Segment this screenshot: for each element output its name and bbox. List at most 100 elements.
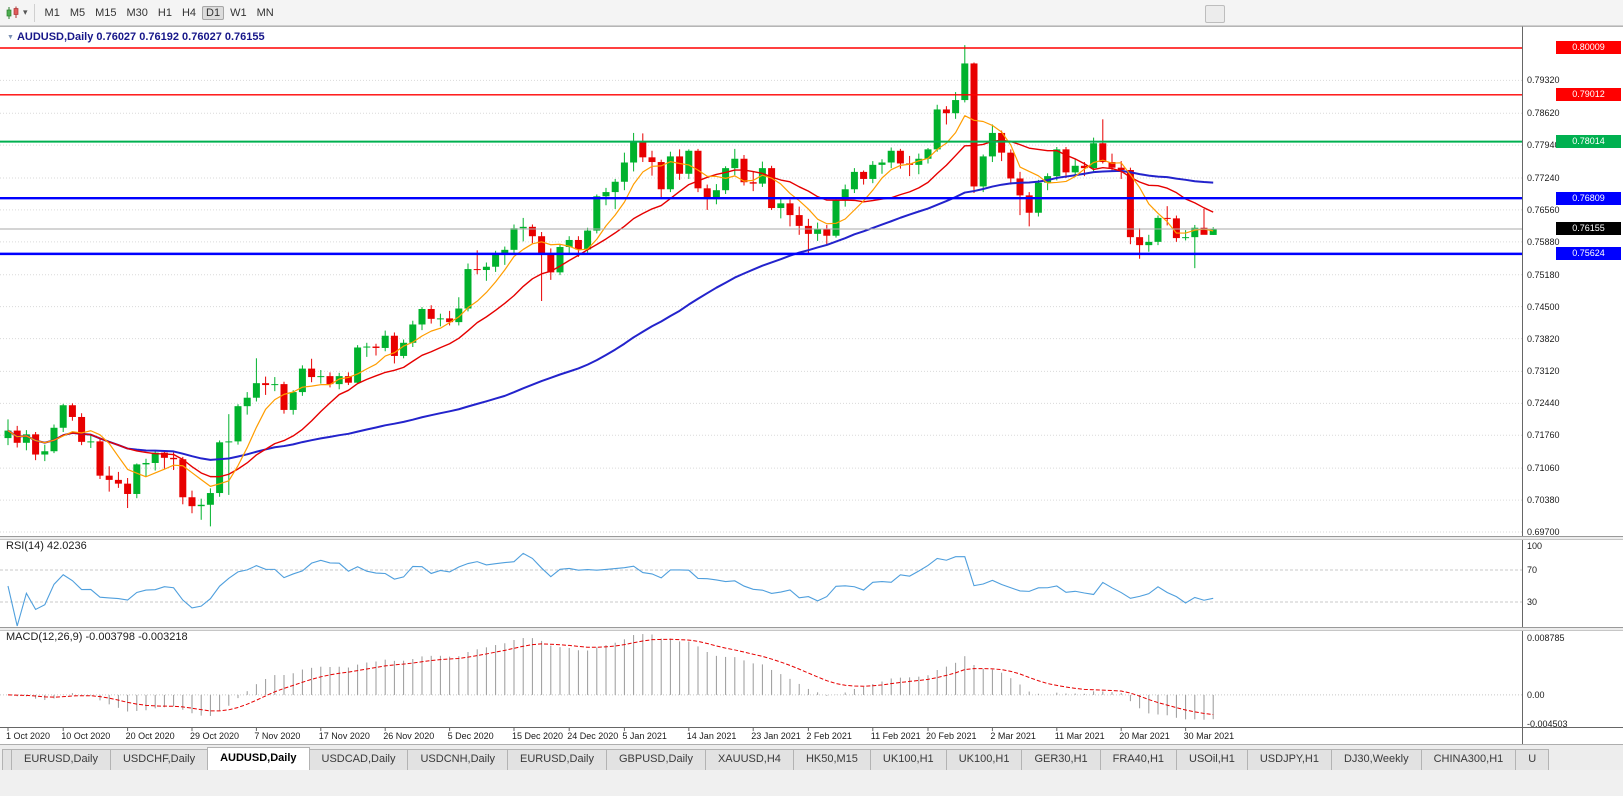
chart-tab-fra40-h1[interactable]: FRA40,H1 — [1099, 749, 1178, 770]
current-price-tag: 0.76155 — [1556, 222, 1621, 236]
candle-body — [68, 405, 76, 417]
hline-price-tag[interactable]: 0.75624 — [1556, 247, 1621, 261]
timeframe-button-m5[interactable]: M5 — [69, 6, 86, 19]
timeframe-button-d1[interactable]: D1 — [202, 5, 225, 20]
date-label: 23 Jan 2021 — [751, 731, 801, 741]
chart-tab-usdcad-daily[interactable]: USDCAD,Daily — [308, 749, 409, 770]
candle-body — [1016, 178, 1024, 196]
candle-body — [988, 132, 996, 157]
timeframe-button-w1[interactable]: W1 — [230, 6, 247, 19]
chart-tab-usoil-h1[interactable]: USOil,H1 — [1176, 749, 1248, 770]
timeframe-button-m15[interactable]: M15 — [95, 6, 117, 19]
candle-body — [1154, 217, 1162, 242]
candle-body — [427, 308, 435, 319]
candle-body — [32, 434, 40, 455]
candle-body — [722, 168, 730, 191]
timeframe-button-h1[interactable]: H1 — [157, 6, 172, 19]
candle-body — [510, 228, 518, 250]
candle-body — [998, 132, 1006, 153]
chart-tab-eurusd-daily[interactable]: EURUSD,Daily — [507, 749, 607, 770]
price-tick-label: 0.72440 — [1527, 398, 1560, 409]
price-tick-label: 0.74500 — [1527, 301, 1560, 312]
chart-type-icon[interactable] — [5, 6, 21, 20]
rsi-line — [7, 552, 1214, 627]
date-label: 14 Jan 2021 — [686, 731, 737, 741]
candle-body — [804, 225, 812, 234]
hline-price-tag[interactable]: 0.78014 — [1556, 135, 1621, 149]
candles-layer — [4, 45, 1217, 527]
one-click-trading-toggle-icon[interactable]: ▼ — [7, 34, 14, 41]
rsi-indicator-name: RSI(14) — [6, 540, 44, 552]
hline-price-tag[interactable]: 0.76809 — [1556, 191, 1621, 205]
candle-body — [758, 168, 766, 184]
timeframe-button-m1[interactable]: M1 — [44, 6, 60, 19]
candle-body — [381, 335, 389, 348]
candle-body — [528, 226, 536, 237]
chart-tab-hk50-m15[interactable]: HK50,M15 — [792, 749, 871, 770]
candle-body — [841, 189, 849, 201]
timeframe-button-mn[interactable]: MN — [256, 6, 274, 19]
candle-body — [317, 376, 325, 378]
chart-tab-eurusd-daily[interactable]: EURUSD,Daily — [11, 749, 111, 770]
timeframe-button-m30[interactable]: M30 — [126, 6, 148, 19]
panel-splitter-rsi[interactable] — [0, 536, 1623, 540]
rsi-label: RSI(14) 42.0236 — [6, 540, 87, 552]
candle-body — [593, 196, 601, 231]
date-label: 17 Nov 2020 — [318, 731, 370, 741]
date-label: 11 Feb 2021 — [870, 731, 921, 741]
candle-body — [1163, 217, 1171, 219]
hline-price-tag[interactable]: 0.79012 — [1556, 88, 1621, 102]
chart-tab-china300-h1[interactable]: CHINA300,H1 — [1420, 749, 1517, 770]
candle-body — [860, 171, 868, 179]
candle-body — [565, 239, 573, 248]
chart-tab-gbpusd-daily[interactable]: GBPUSD,Daily — [606, 749, 706, 770]
chart-tab-usdjpy-h1[interactable]: USDJPY,H1 — [1246, 749, 1332, 770]
chart-tab-usdchf-daily[interactable]: USDCHF,Daily — [109, 749, 209, 770]
candle-body — [234, 406, 242, 442]
candle-body — [1099, 143, 1107, 163]
candle-body — [795, 215, 803, 226]
candle-body — [630, 142, 638, 163]
chart-tab-dj30-weekly[interactable]: DJ30,Weekly — [1330, 749, 1422, 770]
chart-canvas[interactable] — [0, 0, 1623, 744]
chart-tab-xauusd-h4[interactable]: XAUUSD,H4 — [704, 749, 794, 770]
candle-body — [78, 416, 86, 442]
candle-body — [179, 459, 187, 498]
ma-fast-line — [7, 115, 1214, 487]
chart-tab-uk100-h1[interactable]: UK100,H1 — [869, 749, 947, 770]
timeframe-button-h4[interactable]: H4 — [181, 6, 197, 19]
candle-body — [124, 483, 132, 494]
chart-tab-u[interactable]: U — [1515, 749, 1550, 770]
rsi-scale-label: 100 — [1527, 541, 1543, 551]
panel-splitter-macd[interactable] — [0, 627, 1623, 631]
date-label: 7 Nov 2020 — [254, 731, 301, 741]
date-label: 30 Mar 2021 — [1183, 731, 1235, 741]
date-label: 5 Jan 2021 — [622, 731, 667, 741]
macd-signal-line — [7, 638, 1214, 716]
chart-tab-ger30-h1[interactable]: GER30,H1 — [1021, 749, 1101, 770]
price-tick-label: 0.77240 — [1527, 172, 1560, 183]
macd-indicator-values: -0.003798 -0.003218 — [85, 631, 188, 643]
dropdown-caret-icon[interactable]: ▾ — [23, 7, 28, 17]
candle-body — [96, 441, 104, 476]
candle-body — [519, 226, 527, 229]
candle-body — [501, 249, 509, 255]
toolbar-overflow-button[interactable] — [1205, 5, 1225, 23]
candle-body — [952, 100, 960, 114]
candle-body — [354, 347, 362, 383]
candle-body — [197, 504, 205, 507]
candle-body — [308, 368, 316, 378]
candle-body — [961, 63, 969, 101]
candle-body — [326, 376, 334, 385]
candle-body — [777, 203, 785, 209]
date-label: 20 Oct 2020 — [125, 731, 175, 741]
macd-indicator-name: MACD(12,26,9) — [6, 631, 83, 643]
candle-body — [298, 368, 306, 393]
candle-body — [814, 228, 822, 234]
chart-tab-uk100-h1[interactable]: UK100,H1 — [945, 749, 1023, 770]
candle-body — [712, 190, 720, 200]
chart-tab-usdcnh-daily[interactable]: USDCNH,Daily — [407, 749, 509, 770]
hline-price-tag[interactable]: 0.80009 — [1556, 41, 1621, 55]
chart-tab-audusd-daily[interactable]: AUDUSD,Daily — [207, 747, 310, 770]
